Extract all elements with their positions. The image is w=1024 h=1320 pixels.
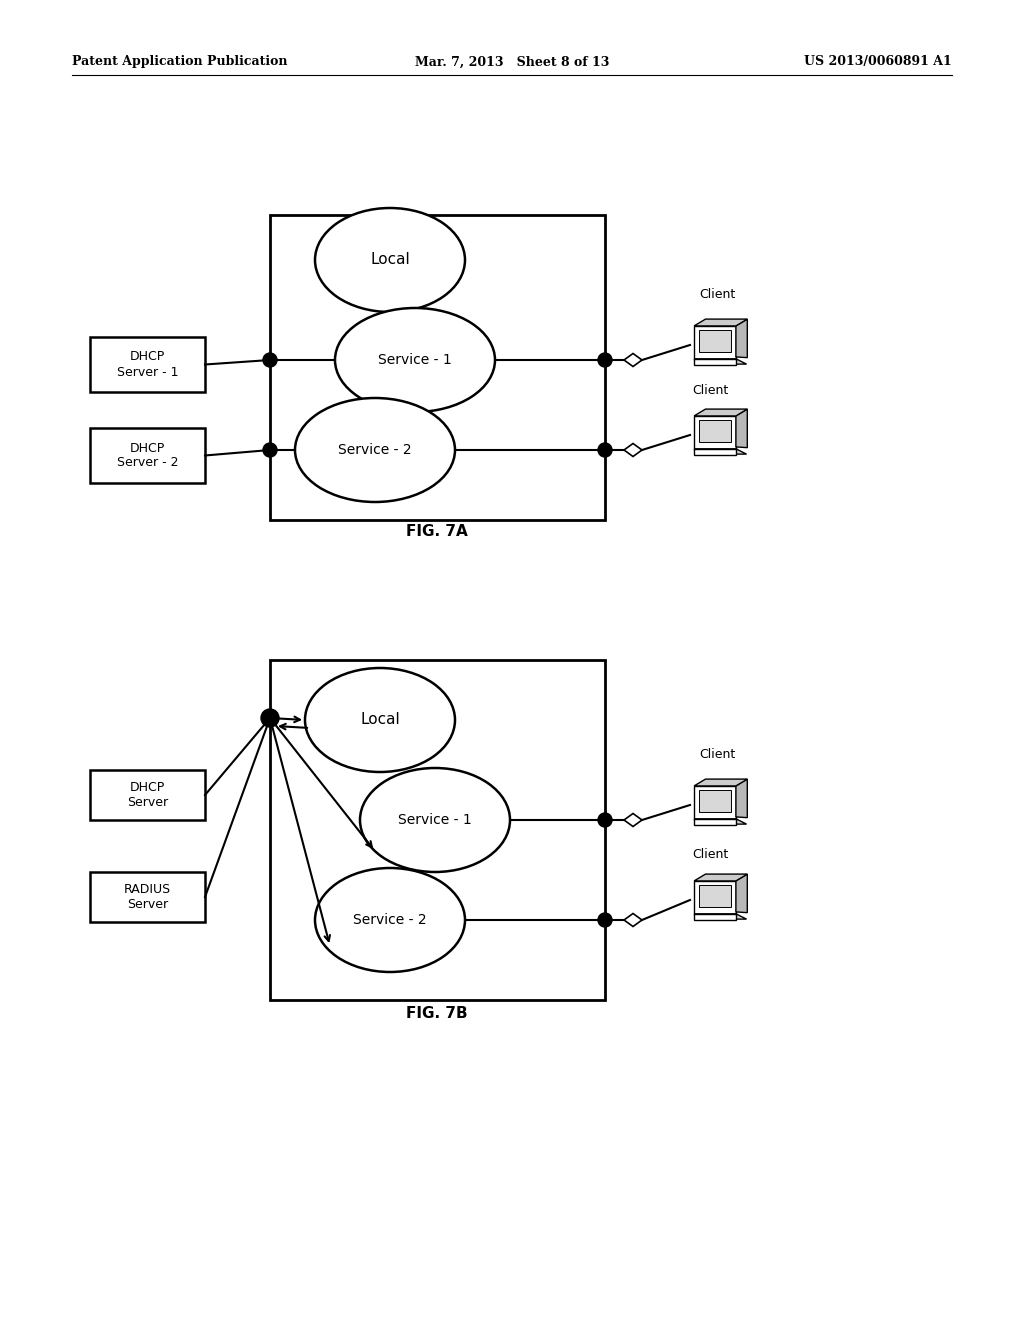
Bar — [694, 416, 736, 450]
Text: DHCP
Server: DHCP Server — [127, 781, 168, 809]
Polygon shape — [624, 354, 642, 367]
Polygon shape — [624, 813, 642, 826]
Text: Client: Client — [692, 384, 728, 396]
Polygon shape — [736, 409, 748, 447]
Text: Local: Local — [360, 713, 400, 727]
Bar — [270, 215, 605, 520]
Bar — [90, 337, 205, 392]
Polygon shape — [694, 449, 746, 454]
Circle shape — [263, 352, 278, 367]
Circle shape — [263, 444, 278, 457]
Text: Mar. 7, 2013   Sheet 8 of 13: Mar. 7, 2013 Sheet 8 of 13 — [415, 55, 609, 69]
Circle shape — [598, 913, 612, 927]
Bar — [694, 913, 736, 920]
Polygon shape — [624, 913, 642, 927]
Ellipse shape — [315, 869, 465, 972]
Polygon shape — [694, 359, 746, 364]
Circle shape — [598, 813, 612, 828]
Text: Local: Local — [370, 252, 410, 268]
Bar — [699, 330, 731, 351]
Text: DHCP
Server - 2: DHCP Server - 2 — [117, 441, 178, 470]
Text: Service - 2: Service - 2 — [353, 913, 427, 927]
Text: Service - 1: Service - 1 — [398, 813, 472, 828]
Polygon shape — [694, 913, 746, 919]
Bar — [90, 770, 205, 820]
Polygon shape — [736, 319, 748, 358]
Bar — [694, 880, 736, 915]
Bar — [90, 428, 205, 483]
Text: FIG. 7B: FIG. 7B — [407, 1006, 468, 1022]
Text: Patent Application Publication: Patent Application Publication — [72, 55, 288, 69]
Bar — [90, 873, 205, 921]
Text: US 2013/0060891 A1: US 2013/0060891 A1 — [804, 55, 952, 69]
Polygon shape — [624, 444, 642, 457]
Polygon shape — [694, 409, 748, 416]
Bar — [699, 886, 731, 907]
Text: FIG. 7A: FIG. 7A — [407, 524, 468, 540]
Bar — [694, 326, 736, 360]
Bar — [699, 791, 731, 812]
Polygon shape — [736, 874, 748, 912]
Bar — [270, 660, 605, 1001]
Ellipse shape — [305, 668, 455, 772]
Polygon shape — [694, 874, 748, 880]
Circle shape — [261, 709, 279, 727]
Ellipse shape — [315, 209, 465, 312]
Bar — [694, 785, 736, 820]
Bar — [694, 359, 736, 364]
Text: DHCP
Server - 1: DHCP Server - 1 — [117, 351, 178, 379]
Text: RADIUS
Server: RADIUS Server — [124, 883, 171, 911]
Ellipse shape — [335, 308, 495, 412]
Bar — [694, 449, 736, 454]
Text: Client: Client — [698, 289, 735, 301]
Circle shape — [598, 444, 612, 457]
Ellipse shape — [295, 399, 455, 502]
Ellipse shape — [360, 768, 510, 873]
Bar — [694, 818, 736, 825]
Polygon shape — [694, 319, 748, 326]
Text: Service - 1: Service - 1 — [378, 352, 452, 367]
Circle shape — [598, 352, 612, 367]
Bar — [699, 420, 731, 442]
Polygon shape — [694, 818, 746, 824]
Polygon shape — [736, 779, 748, 817]
Polygon shape — [694, 779, 748, 785]
Text: Client: Client — [692, 849, 728, 862]
Text: Service - 2: Service - 2 — [338, 444, 412, 457]
Text: Client: Client — [698, 748, 735, 762]
